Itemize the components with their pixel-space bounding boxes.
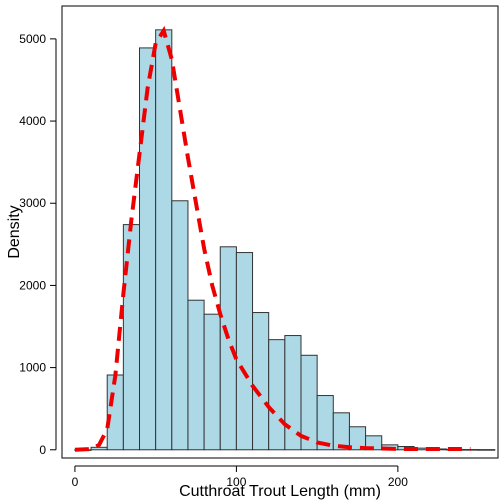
histogram-bar-24 <box>462 450 478 451</box>
histogram-bar-4 <box>140 48 156 450</box>
histogram-bar-6 <box>172 201 188 450</box>
histogram-bar-1 <box>91 447 107 449</box>
y-tick-label-5: 5000 <box>19 32 46 46</box>
y-tick-label-4: 4000 <box>19 114 46 128</box>
histogram-bar-7 <box>188 300 204 450</box>
y-tick-label-0: 0 <box>39 443 46 457</box>
y-tick-label-2: 2000 <box>19 278 46 292</box>
histogram-bars <box>75 30 495 451</box>
histogram-bar-2 <box>107 375 123 450</box>
histogram-bar-25 <box>479 450 495 451</box>
x-tick-label-2: 200 <box>388 475 408 489</box>
histogram-bar-3 <box>123 225 139 450</box>
histogram-bar-5 <box>156 30 172 450</box>
histogram-bar-10 <box>236 253 252 450</box>
histogram-bar-11 <box>253 313 269 450</box>
histogram-bar-8 <box>204 314 220 450</box>
histogram-bar-12 <box>269 340 285 450</box>
x-axis-title: Cutthroat Trout Length (mm) <box>179 483 381 500</box>
histogram-bar-16 <box>333 413 349 450</box>
y-tick-label-1: 1000 <box>19 361 46 375</box>
y-axis: 0 1000 2000 3000 4000 5000 <box>19 32 56 457</box>
x-tick-label-0: 0 <box>72 475 79 489</box>
y-tick-label-3: 3000 <box>19 196 46 210</box>
y-axis-title: Density <box>6 205 23 258</box>
